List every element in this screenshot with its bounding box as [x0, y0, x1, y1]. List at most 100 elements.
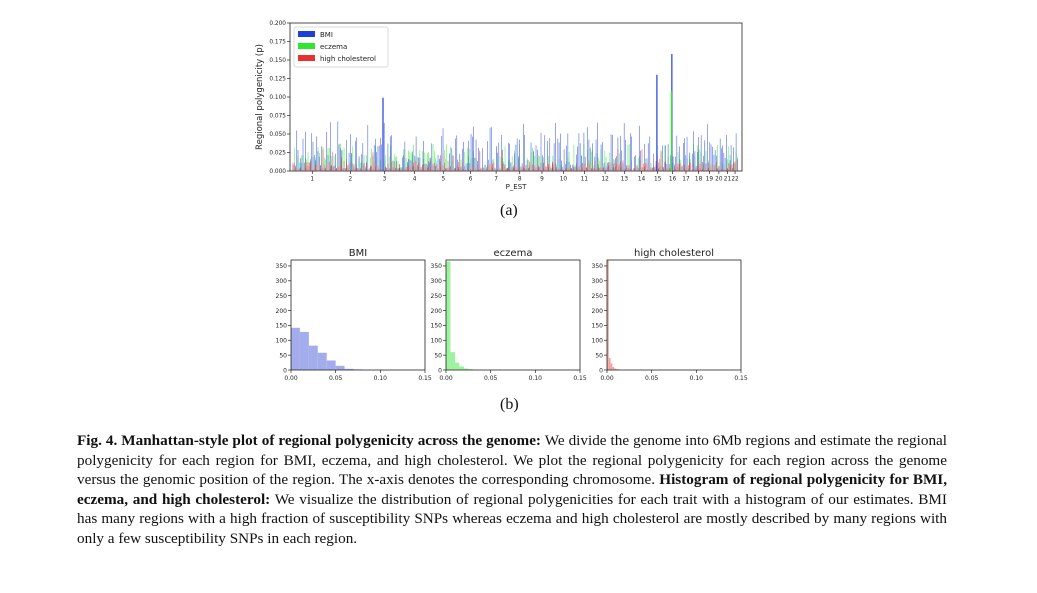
y-tick-label: 0.075: [269, 114, 286, 120]
y-tick-label: 350: [592, 263, 604, 270]
manhattan-y-label: Regional polygenicity (p): [255, 44, 265, 150]
x-tick-label-chr-11: 11: [581, 177, 589, 183]
x-tick-label-chr-13: 13: [621, 177, 629, 183]
y-tick-label: 150: [592, 323, 604, 330]
y-tick-label: 0.000: [269, 169, 286, 175]
y-tick-label: 200: [276, 308, 288, 315]
y-tick-label: 0.125: [269, 77, 286, 83]
histogram-bar: [459, 366, 464, 370]
x-tick-label-chr-1: 1: [310, 177, 314, 183]
x-tick-label-chr-4: 4: [413, 177, 417, 183]
histogram-bar: [450, 352, 455, 370]
subfigure-b-label: (b): [500, 396, 519, 413]
legend-swatch-cholesterol: [298, 55, 315, 61]
histogram-bar: [317, 352, 327, 370]
x-tick-label-chr-18: 18: [695, 177, 703, 183]
y-tick-label: 350: [431, 263, 443, 270]
y-tick-label: 0: [599, 367, 603, 374]
caption-label: Fig. 4.: [77, 432, 118, 449]
y-tick-label: 350: [276, 263, 288, 270]
y-tick-label: 150: [276, 323, 288, 330]
histogram-bar: [299, 331, 309, 370]
y-tick-label: 50: [595, 352, 603, 359]
x-tick-label: 0.05: [329, 375, 343, 382]
histogram-bar: [607, 260, 609, 370]
x-tick-label-chr-20: 20: [715, 177, 723, 183]
histogram-bar: [612, 367, 615, 370]
x-tick-label: 0.00: [600, 375, 614, 382]
histogram-bar: [615, 369, 618, 370]
x-tick-label: 0.15: [573, 375, 587, 382]
x-tick-label-chr-2: 2: [349, 177, 353, 183]
histogram-title: high cholesterol: [634, 248, 714, 259]
manhattan-bars: [292, 54, 738, 171]
histogram-frame: [290, 259, 426, 371]
x-tick-label: 0.00: [284, 375, 298, 382]
x-tick-label: 0.00: [439, 375, 453, 382]
caption-text-1: We divide the genome into 6Mb regions an…: [77, 432, 948, 489]
y-tick-label: 0.175: [269, 40, 286, 46]
histogram-bmi: BMI 0 50 100 150 200 250 300 350 0.00 0.05 0.10 0.15: [276, 248, 432, 382]
y-tick-label: 100: [592, 338, 604, 345]
histogram-bar: [454, 362, 460, 370]
histogram-bar: [463, 368, 469, 370]
histogram-title: eczema: [494, 248, 533, 259]
manhattan-legend: BMI eczema high cholesterol: [293, 26, 389, 68]
x-tick-label-chr-22: 22: [731, 177, 739, 183]
y-tick-label: 300: [592, 278, 604, 285]
legend-label-cholesterol: high cholesterol: [320, 55, 376, 63]
x-tick-label: 0.10: [690, 375, 704, 382]
y-tick-label: 200: [592, 308, 604, 315]
histogram-frame: [606, 259, 742, 371]
y-tick-label: 0.100: [269, 95, 286, 101]
figure: 0.0000.0250.0500.0750.1000.1250.1500.175…: [255, 21, 748, 382]
x-tick-label-chr-16: 16: [669, 177, 677, 183]
y-tick-label: 50: [279, 352, 287, 359]
manhattan-plot: 0.000 0.025 0.050 0.075 0.100 0.125 0.150 0.175…: [255, 21, 743, 191]
histogram-bar: [614, 368, 616, 370]
x-tick-label-chr-14: 14: [638, 177, 646, 183]
x-tick-label: 0.05: [645, 375, 659, 382]
legend-swatch-bmi: [298, 31, 315, 37]
y-tick-label: 0.025: [269, 151, 286, 157]
x-tick-label-chr-17: 17: [682, 177, 690, 183]
y-tick-label: 0: [438, 367, 442, 374]
y-tick-label: 0.150: [269, 58, 286, 64]
y-tick-label: 150: [431, 323, 443, 330]
x-tick-label-chr-10: 10: [560, 177, 568, 183]
legend-label-eczema: eczema: [320, 43, 347, 51]
x-tick-label: 0.15: [418, 375, 432, 382]
x-tick-label-chr-6: 6: [469, 177, 473, 183]
x-tick-label: 0.10: [374, 375, 388, 382]
x-tick-label-chr-8: 8: [518, 177, 522, 183]
caption-title-2: Histogram of regional polygenicity for B…: [77, 471, 947, 508]
histogram-bar: [335, 365, 345, 370]
histogram-title: BMI: [349, 248, 367, 259]
y-tick-label: 250: [431, 293, 443, 300]
y-tick-label: 100: [431, 338, 443, 345]
legend-frame: [293, 26, 389, 68]
subfigure-a-label: (a): [500, 202, 518, 219]
x-tick-label: 0.10: [529, 375, 543, 382]
manhattan-y-ticks: 0.000 0.025 0.050 0.075 0.100 0.125 0.150 0.175…: [269, 21, 290, 175]
legend-label-bmi: BMI: [320, 31, 333, 39]
y-tick-label: 300: [431, 278, 443, 285]
histogram-bar: [446, 261, 451, 370]
histogram-eczema: eczema 0 50 100 150 200 250 300 350 0.00 0.05 0.10 0…: [431, 248, 587, 382]
histogram-bar: [344, 368, 354, 370]
x-tick-label-chr-15: 15: [654, 177, 662, 183]
histogram-bar: [291, 327, 300, 370]
figure-caption: Fig. 4. Manhattan-style plot of regional…: [77, 431, 947, 549]
y-tick-label: 300: [276, 278, 288, 285]
legend-swatch-eczema: [298, 43, 315, 49]
histogram-bar: [326, 360, 336, 370]
y-tick-label: 250: [592, 293, 604, 300]
x-tick-label-chr-3: 3: [383, 177, 387, 183]
histogram-bar: [308, 345, 318, 370]
histogram-frame: [445, 259, 581, 371]
caption-text-2: We visualize the distribution of regiona…: [77, 490, 947, 547]
y-tick-label: 200: [431, 308, 443, 315]
manhattan-x-label: P_EST: [506, 183, 528, 191]
y-tick-label: 250: [276, 293, 288, 300]
caption-title-1: Manhattan-style plot of regional polygen…: [121, 432, 541, 449]
